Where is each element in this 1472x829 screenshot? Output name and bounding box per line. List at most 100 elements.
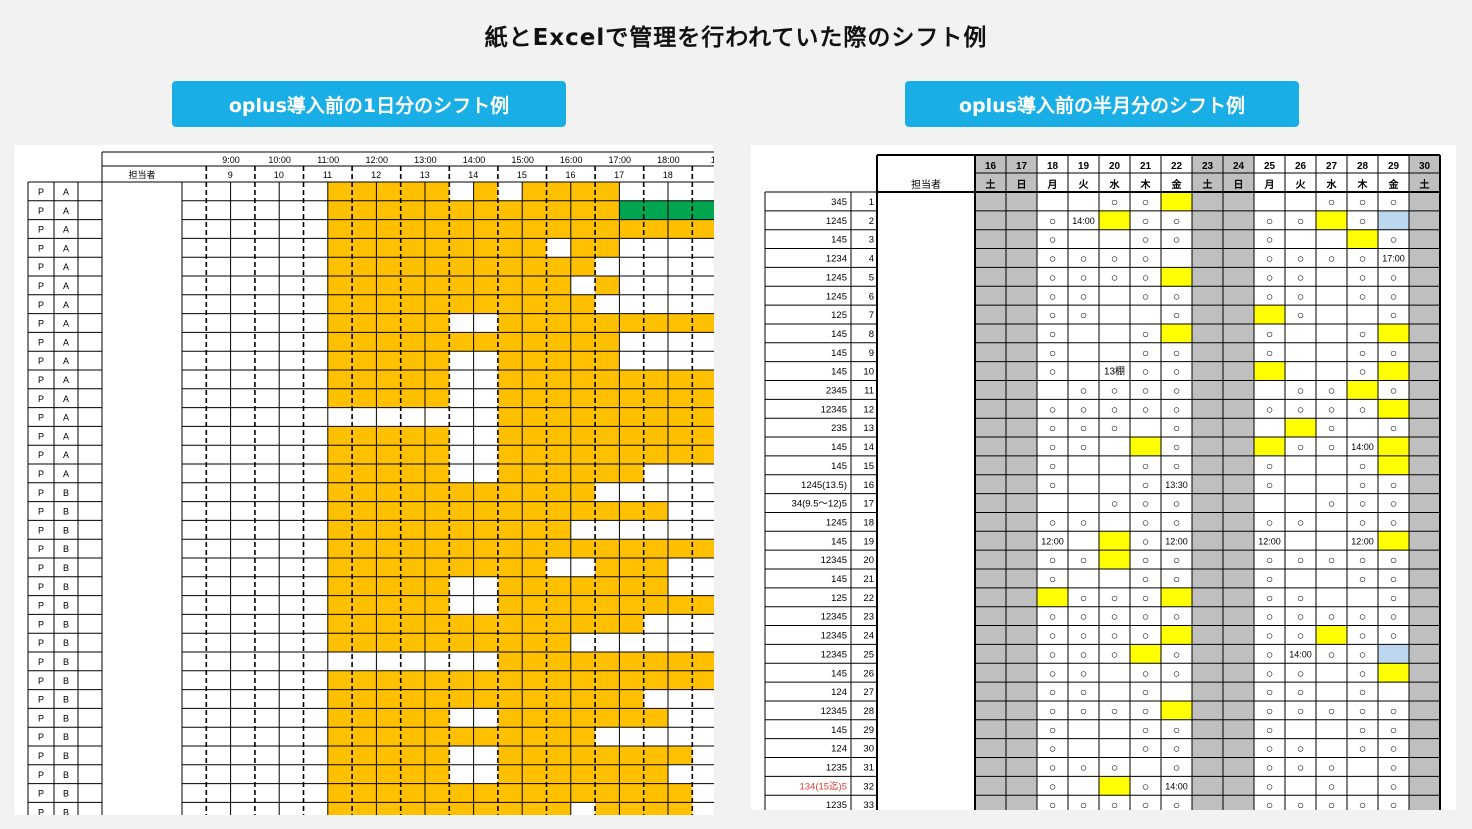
weekday-label: 土 [1203, 178, 1213, 191]
yellow-cell [1254, 305, 1285, 324]
staff-number: 28 [863, 706, 874, 717]
time-note: 14:00 [1351, 442, 1374, 452]
yellow-cell [1161, 192, 1192, 211]
staff-code: 12345 [821, 649, 847, 660]
circle-mark: ○ [1080, 798, 1087, 810]
yellow-cell [1099, 776, 1130, 796]
circle-mark: ○ [1142, 572, 1149, 586]
yellow-cell [1037, 587, 1068, 607]
hour-label: 9 [228, 170, 233, 180]
staff-number: 6 [869, 291, 874, 302]
row-group-label: B [63, 507, 69, 517]
circle-mark: ○ [1328, 402, 1335, 416]
row-p-label: P [38, 319, 44, 329]
circle-mark: ○ [1111, 421, 1118, 435]
staff-number: 9 [869, 348, 874, 359]
row-p-label: P [38, 507, 44, 517]
staff-number: 29 [863, 725, 874, 736]
row-group-label: B [63, 638, 69, 648]
circle-mark: ○ [1049, 629, 1056, 643]
staff-code: 145 [831, 461, 847, 472]
circle-mark: ○ [1173, 233, 1180, 247]
circle-mark: ○ [1297, 270, 1304, 284]
circle-mark: ○ [1359, 478, 1366, 492]
circle-mark: ○ [1049, 647, 1056, 661]
circle-mark: ○ [1111, 647, 1118, 661]
staff-code: 125 [831, 593, 847, 604]
circle-mark: ○ [1049, 723, 1056, 737]
circle-mark: ○ [1390, 233, 1397, 247]
circle-mark: ○ [1049, 289, 1056, 303]
yellow-cell [1161, 587, 1192, 607]
time-label: 12:00 [366, 155, 389, 165]
circle-mark: ○ [1049, 761, 1056, 775]
staff-number: 24 [863, 631, 874, 642]
row-p-label: P [38, 713, 44, 723]
circle-mark: ○ [1359, 365, 1366, 379]
row-p-label: P [38, 225, 44, 235]
circle-mark: ○ [1266, 685, 1273, 699]
circle-mark: ○ [1142, 289, 1149, 303]
work-block [327, 576, 450, 596]
circle-mark: ○ [1359, 252, 1366, 266]
circle-mark: ○ [1266, 252, 1273, 266]
staff-code: 145 [831, 367, 847, 378]
staff-code: 1235 [826, 763, 847, 774]
time-note: 13:30 [1165, 480, 1188, 490]
row-p-label: P [38, 770, 44, 780]
work-block [327, 614, 644, 634]
row-group-label: B [63, 807, 69, 815]
staff-number: 26 [863, 668, 874, 679]
circle-mark: ○ [1390, 798, 1397, 810]
row-group-label: A [63, 225, 69, 235]
circle-mark: ○ [1390, 270, 1397, 284]
row-group-label: B [63, 695, 69, 705]
circle-mark: ○ [1173, 384, 1180, 398]
time-label: 15:00 [511, 155, 534, 165]
circle-mark: ○ [1359, 798, 1366, 810]
circle-mark: ○ [1328, 252, 1335, 266]
staff-code: 145 [831, 668, 847, 679]
time-label: 17:00 [609, 155, 632, 165]
yellow-cell [1099, 550, 1130, 569]
circle-mark: ○ [1080, 308, 1087, 322]
circle-mark: ○ [1390, 704, 1397, 718]
yellow-cell [1316, 625, 1347, 645]
work-block [327, 219, 714, 239]
row-group-label: B [63, 525, 69, 535]
work-block [327, 257, 596, 276]
row-group-label: A [63, 206, 69, 216]
time-note: 12:00 [1165, 536, 1188, 546]
work-block [327, 689, 644, 709]
yellow-cell [1378, 323, 1409, 343]
circle-mark: ○ [1080, 440, 1087, 454]
date-label: 17 [1016, 161, 1028, 172]
work-block [327, 464, 450, 483]
circle-mark: ○ [1142, 629, 1149, 643]
weekday-label: 木 [1140, 178, 1152, 191]
circle-mark: ○ [1173, 308, 1180, 322]
circle-mark: ○ [1266, 761, 1273, 775]
date-label: 25 [1264, 161, 1276, 172]
row-group-label: B [63, 676, 69, 686]
yellow-cell [1285, 418, 1316, 438]
work-block [327, 426, 450, 446]
circle-mark: ○ [1142, 402, 1149, 416]
circle-mark: ○ [1297, 798, 1304, 810]
circle-mark: ○ [1266, 327, 1273, 341]
staff-number: 4 [869, 254, 874, 265]
row-p-label: P [38, 469, 44, 479]
row-p-label: P [38, 544, 44, 554]
circle-mark: ○ [1080, 610, 1087, 624]
work-block [327, 276, 571, 295]
circle-mark: ○ [1359, 647, 1366, 661]
circle-mark: ○ [1111, 610, 1118, 624]
circle-mark: ○ [1049, 742, 1056, 756]
